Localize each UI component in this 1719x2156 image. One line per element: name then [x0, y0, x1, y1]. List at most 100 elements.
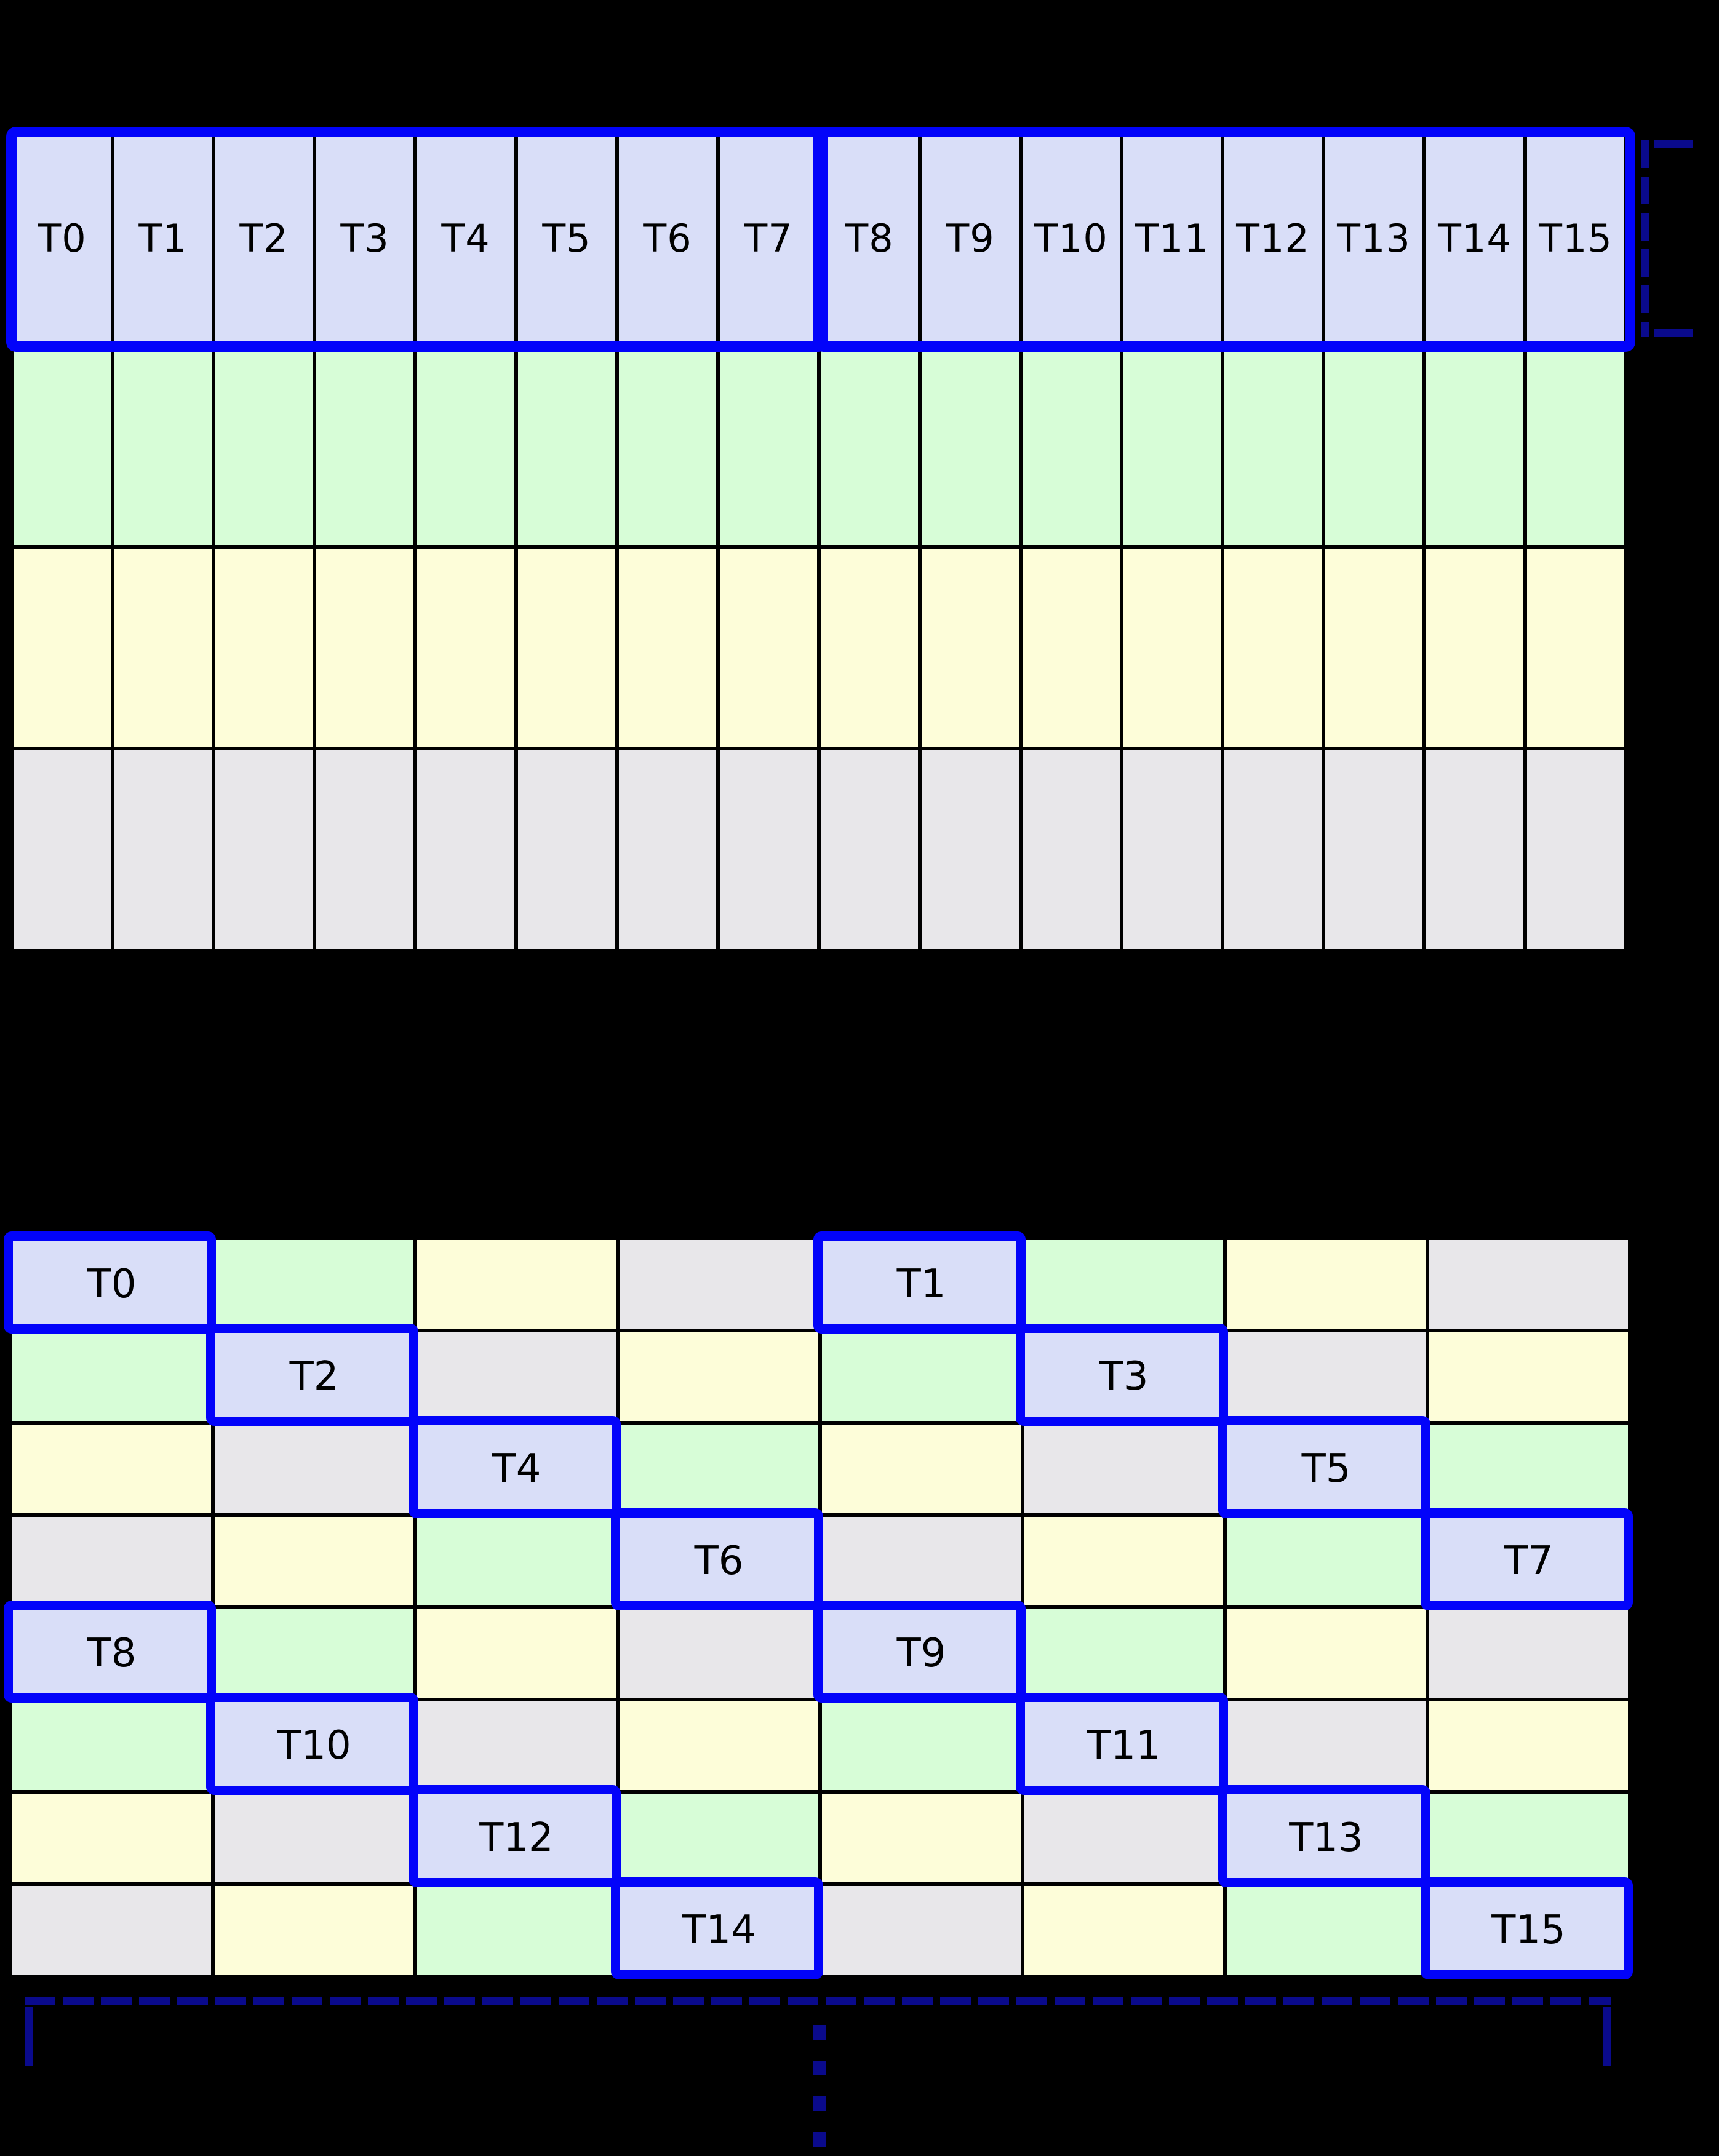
thread-label: T14	[1438, 215, 1512, 261]
thread-cell-T9: T9	[922, 133, 1023, 347]
memory-cell	[1426, 347, 1527, 549]
memory-cell	[215, 347, 316, 549]
thread-cell-T14: T14	[620, 1886, 822, 1978]
thread-label: T9	[896, 1631, 946, 1676]
thread-label: T3	[340, 215, 389, 261]
memory-cell	[720, 750, 821, 952]
dashed-line-right-tick	[1603, 2007, 1611, 2066]
memory-cell	[417, 549, 518, 750]
thread-cell-T8: T8	[12, 1609, 215, 1701]
memory-cell	[1024, 1886, 1227, 1978]
memory-cell	[114, 549, 215, 750]
memory-cell	[518, 750, 619, 952]
thread-label: T0	[38, 215, 87, 261]
memory-cell	[822, 1332, 1024, 1425]
memory-cell	[821, 347, 922, 549]
thread-label: T8	[87, 1631, 137, 1676]
memory-cell	[417, 347, 518, 549]
memory-cell	[1325, 347, 1426, 549]
thread-label: T11	[1135, 215, 1209, 261]
thread-label: T13	[1289, 1815, 1363, 1861]
memory-cell	[1227, 1609, 1429, 1701]
memory-cell	[822, 1886, 1024, 1978]
memory-cell	[1429, 1609, 1632, 1701]
memory-cell	[215, 1425, 417, 1517]
memory-cell	[620, 1425, 822, 1517]
memory-cell	[1227, 1701, 1429, 1794]
memory-cell	[1527, 750, 1628, 952]
memory-cell	[12, 1425, 215, 1517]
thread-label: T2	[239, 215, 289, 261]
thread-cell-T2: T2	[215, 1332, 417, 1425]
thread-cell-T2: T2	[215, 133, 316, 347]
memory-cell	[114, 347, 215, 549]
memory-cell	[316, 750, 417, 952]
memory-cell	[417, 1332, 620, 1425]
thread-cell-T15: T15	[1527, 133, 1628, 347]
memory-cell	[1224, 549, 1325, 750]
memory-cell	[1023, 347, 1123, 549]
memory-cell	[12, 1517, 215, 1609]
memory-cell	[1429, 1240, 1632, 1332]
thread-cell-T1: T1	[822, 1240, 1024, 1332]
bracket-bottom-tick	[1654, 329, 1693, 337]
memory-cell	[417, 750, 518, 952]
coalesced-access-grid: T0 T1 T2 T3 T4 T5 T6 T7 T8 T9 T10 T11 T12 T13 T14 T15	[10, 129, 1628, 952]
thread-label: T1	[896, 1262, 946, 1307]
thread-cell-T6: T6	[619, 133, 720, 347]
memory-cell	[114, 750, 215, 952]
memory-cell	[1325, 549, 1426, 750]
dashed-line-left-tick	[25, 2007, 33, 2066]
thread-cell-T12: T12	[1224, 133, 1325, 347]
memory-cell	[12, 1332, 215, 1425]
memory-cell	[619, 549, 720, 750]
memory-cell	[821, 549, 922, 750]
memory-cell	[620, 1332, 822, 1425]
memory-cell	[14, 549, 114, 750]
thread-label: T3	[1099, 1354, 1149, 1399]
memory-cell	[1123, 347, 1224, 549]
memory-cell	[12, 1794, 215, 1886]
bracket-top-tick	[1654, 140, 1693, 148]
thread-cell-T14: T14	[1426, 133, 1527, 347]
memory-cell	[620, 1609, 822, 1701]
thread-label: T12	[479, 1815, 554, 1861]
memory-cell	[1227, 1332, 1429, 1425]
thread-label: T2	[289, 1354, 339, 1399]
memory-cell	[417, 1240, 620, 1332]
memory-cell	[619, 750, 720, 952]
thread-cell-T10: T10	[215, 1701, 417, 1794]
memory-cell	[1224, 750, 1325, 952]
memory-cell	[1227, 1517, 1429, 1609]
thread-label: T9	[946, 215, 995, 261]
thread-label: T1	[138, 215, 188, 261]
memory-cell	[1123, 750, 1224, 952]
thread-label: T12	[1236, 215, 1310, 261]
memory-cell	[316, 549, 417, 750]
bracket-dashed-line	[1641, 140, 1649, 337]
memory-cell	[215, 1517, 417, 1609]
thread-label: T6	[643, 215, 692, 261]
memory-cell	[720, 347, 821, 549]
memory-cell	[1024, 1425, 1227, 1517]
memory-cell	[620, 1701, 822, 1794]
thread-label: T8	[845, 215, 894, 261]
memory-cell	[1527, 549, 1628, 750]
grid-width-dashed-line	[25, 1997, 1611, 2005]
memory-cell	[922, 347, 1023, 549]
memory-cell	[822, 1517, 1024, 1609]
thread-cell-T0: T0	[12, 1240, 215, 1332]
memory-cell	[922, 549, 1023, 750]
memory-cell	[215, 1794, 417, 1886]
memory-cell	[1325, 750, 1426, 952]
memory-cell	[1024, 1609, 1227, 1701]
memory-cell	[1123, 549, 1224, 750]
row-height-bracket	[1641, 140, 1693, 337]
memory-cell	[14, 750, 114, 952]
thread-cell-T0: T0	[14, 133, 114, 347]
memory-cell	[620, 1794, 822, 1886]
memory-cell	[518, 549, 619, 750]
thread-label: T7	[1504, 1538, 1553, 1584]
memory-cell	[215, 1240, 417, 1332]
thread-label: T15	[1491, 1907, 1566, 1953]
